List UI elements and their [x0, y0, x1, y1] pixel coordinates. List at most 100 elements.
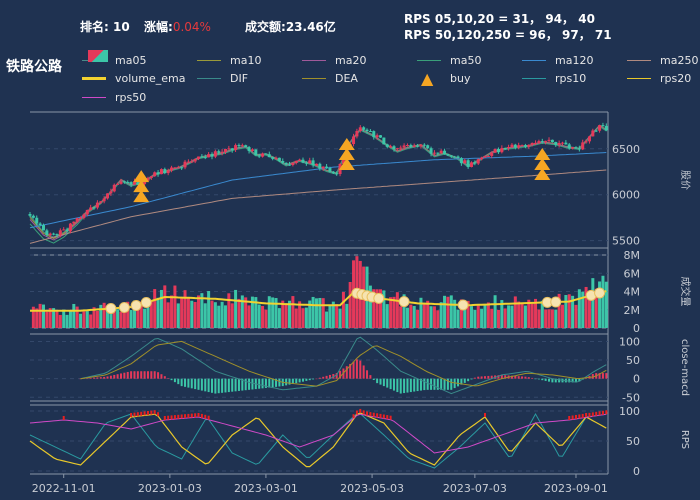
macd-hist-bar — [510, 375, 513, 379]
macd-hist-bar — [231, 378, 234, 392]
candle-body — [156, 172, 160, 175]
candle-body — [207, 154, 211, 158]
macd-hist-bar — [157, 372, 160, 379]
candle-body — [476, 159, 480, 164]
legend-label-DEA: DEA — [335, 72, 358, 85]
macd-hist-bar — [308, 378, 311, 381]
macd-hist-bar — [96, 377, 99, 379]
candle-body — [436, 152, 440, 154]
volume-bar — [466, 300, 470, 328]
candle-body — [48, 233, 52, 236]
volume-bar — [68, 310, 72, 328]
macd-hist-bar — [366, 370, 369, 379]
volume-bar — [379, 289, 383, 328]
volume-bar — [85, 311, 89, 328]
candle-body — [281, 160, 285, 163]
candle-body — [362, 127, 366, 130]
macd-hist-bar — [403, 378, 406, 394]
macd-hist-bar — [136, 371, 139, 379]
volume-bar — [513, 296, 517, 328]
volume-highlight-dot — [550, 296, 562, 308]
volume-bar — [604, 281, 608, 328]
legend-swatch-DEA — [302, 78, 326, 79]
volume-bar — [571, 295, 575, 328]
candle-body — [429, 148, 433, 154]
candle-body — [176, 167, 180, 169]
volume-highlight-dot — [105, 302, 117, 314]
volume-bar — [449, 295, 453, 328]
volume-bar — [389, 297, 393, 328]
legend-swatch-rps20 — [627, 78, 651, 79]
volume-bar — [244, 297, 248, 328]
volume-bar — [207, 290, 211, 328]
macd-hist-bar — [517, 376, 520, 379]
volume-bar — [298, 301, 302, 328]
candle-body — [372, 131, 376, 138]
macd-hist-bar — [443, 378, 446, 390]
candle-body — [58, 230, 62, 235]
volume-bar — [311, 296, 315, 328]
candle-body — [402, 145, 406, 148]
volume-bar — [122, 311, 126, 328]
volume-bar — [136, 301, 140, 328]
volume-bar — [594, 288, 598, 328]
candle-body — [331, 171, 335, 174]
candle-body — [530, 142, 534, 145]
candle-body — [446, 154, 450, 156]
volume-bar — [463, 300, 467, 328]
candle-body — [416, 145, 420, 147]
volume-bar — [486, 302, 490, 328]
macd-hist-bar — [210, 378, 213, 393]
volume-bar — [399, 306, 403, 328]
volume-bar — [58, 314, 62, 328]
macd-hist-bar — [126, 371, 129, 379]
volume-bar — [584, 286, 588, 328]
macd-hist-bar — [143, 371, 146, 379]
volume-bar — [213, 302, 217, 328]
candle-body — [557, 143, 561, 145]
ytick-rps-1: 50 — [626, 435, 640, 448]
volume-bar — [223, 305, 227, 328]
volume-bar — [62, 309, 66, 328]
macd-hist-bar — [362, 365, 365, 379]
macd-hist-bar — [325, 375, 328, 379]
candle-body — [352, 136, 356, 145]
candle-body — [112, 184, 116, 192]
candle-body — [493, 149, 497, 153]
macd-hist-bar — [591, 374, 594, 379]
candle-body — [122, 181, 126, 183]
volume-bar — [149, 301, 153, 328]
candle-body — [143, 180, 147, 185]
legend-label-ma250: ma250 — [660, 54, 699, 67]
candle-body — [321, 166, 325, 169]
volume-highlight-dot — [118, 301, 130, 313]
candle-body — [443, 150, 447, 155]
candle-body — [355, 130, 359, 137]
candle-body — [62, 229, 66, 231]
candle-body — [399, 147, 403, 149]
macd-hist-bar — [207, 378, 210, 393]
ma-line-2 — [29, 125, 607, 241]
volume-bar — [75, 306, 79, 328]
macd-hist-bar — [170, 378, 173, 381]
volume-bar — [490, 308, 494, 328]
candle-body — [547, 139, 551, 141]
volume-bar — [591, 278, 595, 328]
volume-bar — [112, 308, 116, 328]
macd-hist-bar — [177, 378, 180, 385]
volume-bar — [217, 305, 221, 328]
volume-bar — [48, 308, 52, 328]
candle-body — [203, 157, 207, 159]
candle-body — [365, 129, 369, 132]
macd-hist-bar — [224, 378, 227, 393]
macd-hist-bar — [457, 378, 460, 387]
candle-body — [183, 161, 187, 168]
volume-bar — [281, 300, 285, 328]
candle-body — [277, 157, 281, 161]
macd-hist-bar — [227, 378, 230, 393]
volume-bar — [230, 303, 234, 328]
candle-body — [314, 163, 318, 166]
macd-hist-bar — [487, 375, 490, 379]
candle-body — [99, 201, 103, 203]
candle-body — [31, 215, 35, 218]
